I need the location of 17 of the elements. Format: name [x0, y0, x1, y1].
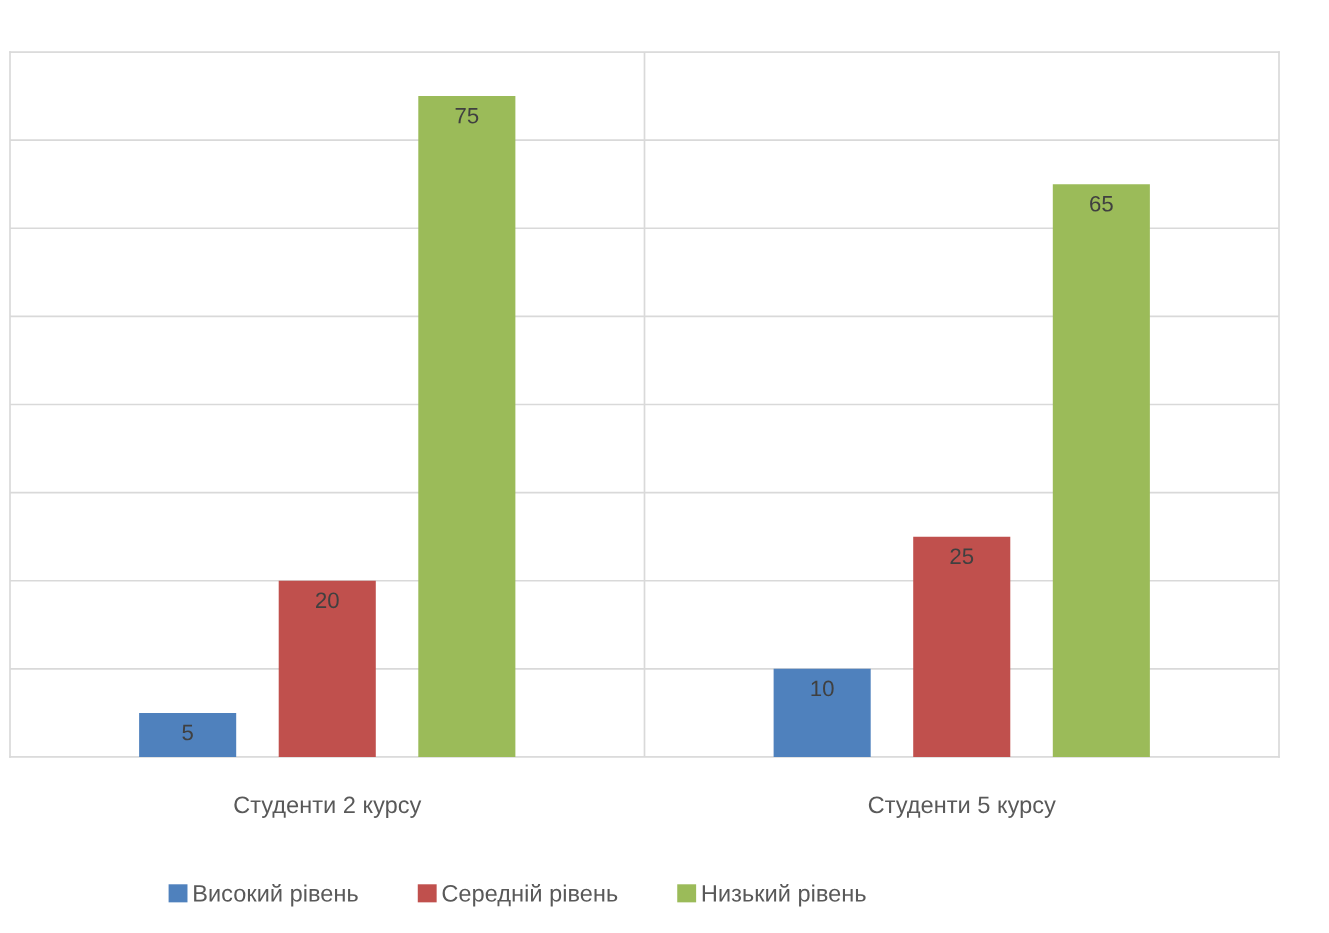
legend-label: Середній рівень — [442, 884, 618, 907]
x-tick-label: Студенти 2 курсу — [234, 796, 422, 818]
bar — [913, 536, 1011, 757]
data-label: 20 — [316, 592, 339, 609]
data-label: 75 — [455, 107, 479, 124]
legend-label: Високий рівень — [194, 884, 358, 907]
bar — [418, 96, 516, 757]
bar — [1052, 184, 1150, 757]
data-label: 65 — [1090, 195, 1113, 212]
bar — [773, 668, 871, 757]
bar — [139, 712, 237, 757]
data-label: 25 — [950, 548, 974, 565]
data-label: 5 — [182, 724, 193, 741]
legend-label: Низький рівень — [702, 884, 866, 907]
data-label: 10 — [811, 680, 834, 697]
x-tick-label: Студенти 5 курсу — [868, 796, 1056, 818]
bar — [278, 580, 376, 757]
